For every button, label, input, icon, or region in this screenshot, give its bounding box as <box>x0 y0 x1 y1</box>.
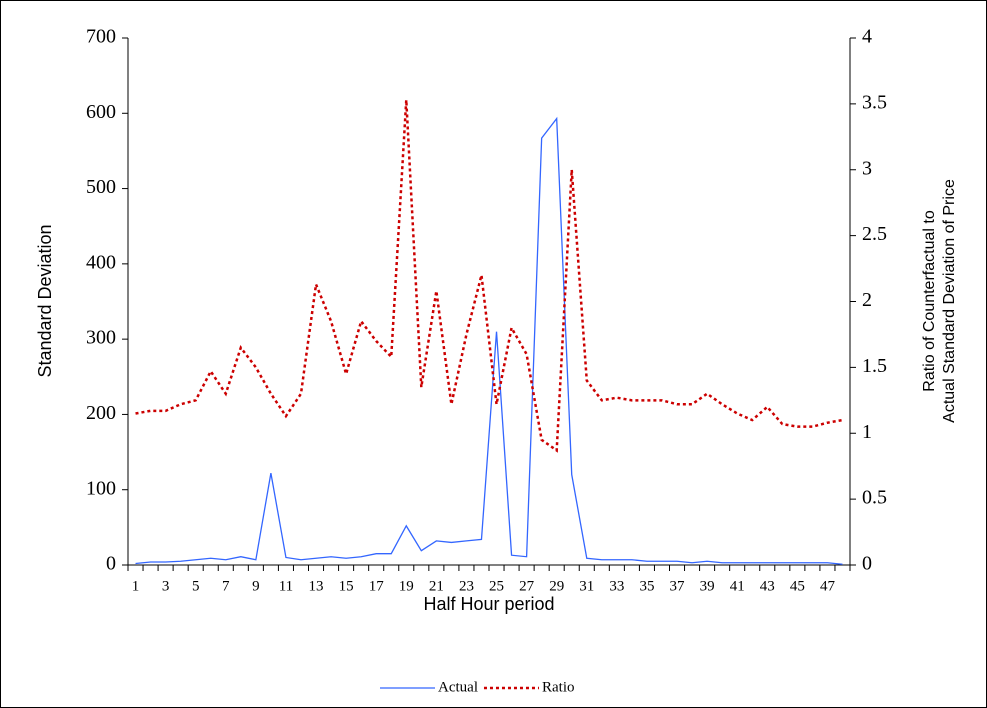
x-tick-label: 47 <box>820 578 836 594</box>
x-tick-label: 39 <box>700 578 715 594</box>
x-tick-label: 29 <box>549 578 564 594</box>
y-tick-label: 700 <box>86 26 116 48</box>
x-tick-label: 43 <box>760 578 775 594</box>
legend-label: Actual <box>438 679 478 695</box>
y2-tick-label: 4 <box>862 26 872 48</box>
y2-tick-label: 3.5 <box>862 91 887 113</box>
x-tick-label: 23 <box>459 578 474 594</box>
x-tick-label: 25 <box>489 578 504 594</box>
x-axis-label: Half Hour period <box>423 594 554 614</box>
y-axis-label: Standard Deviation <box>35 224 55 377</box>
y2-tick-label: 1 <box>862 421 872 443</box>
x-tick-label: 3 <box>162 578 170 594</box>
x-tick-label: 19 <box>399 578 414 594</box>
x-tick-label: 1 <box>132 578 140 594</box>
x-tick-label: 7 <box>222 578 230 594</box>
x-tick-label: 11 <box>279 578 293 594</box>
y2-tick-label: 0.5 <box>862 487 887 509</box>
series-line <box>135 99 843 453</box>
x-tick-label: 5 <box>192 578 200 594</box>
y2-tick-label: 2 <box>862 289 872 311</box>
y-tick-label: 200 <box>86 402 116 424</box>
y2-tick-label: 2.5 <box>862 223 887 245</box>
x-tick-label: 15 <box>339 578 354 594</box>
x-tick-label: 31 <box>579 578 594 594</box>
y2-tick-label: 1.5 <box>862 355 887 377</box>
x-tick-label: 17 <box>369 578 385 594</box>
legend-label: Ratio <box>542 679 575 695</box>
series-line <box>135 116 843 565</box>
x-tick-label: 21 <box>429 578 444 594</box>
x-tick-label: 45 <box>790 578 805 594</box>
x-tick-label: 27 <box>519 578 535 594</box>
y-tick-label: 100 <box>86 477 116 499</box>
x-tick-label: 35 <box>639 578 654 594</box>
x-tick-label: 33 <box>609 578 624 594</box>
y-tick-label: 400 <box>86 251 116 273</box>
y-tick-label: 500 <box>86 176 116 198</box>
y2-axis-label: Actual Standard Deviation of Price <box>941 179 958 423</box>
y2-tick-label: 3 <box>862 157 872 179</box>
y2-tick-label: 0 <box>862 553 872 575</box>
x-tick-label: 37 <box>670 578 686 594</box>
y-tick-label: 600 <box>86 101 116 123</box>
y2-axis-label: Ratio of Counterfactual to <box>921 210 938 392</box>
x-tick-label: 9 <box>252 578 260 594</box>
x-tick-label: 13 <box>309 578 324 594</box>
y-tick-label: 0 <box>106 553 116 575</box>
x-tick-label: 41 <box>730 578 745 594</box>
y-tick-label: 300 <box>86 327 116 349</box>
